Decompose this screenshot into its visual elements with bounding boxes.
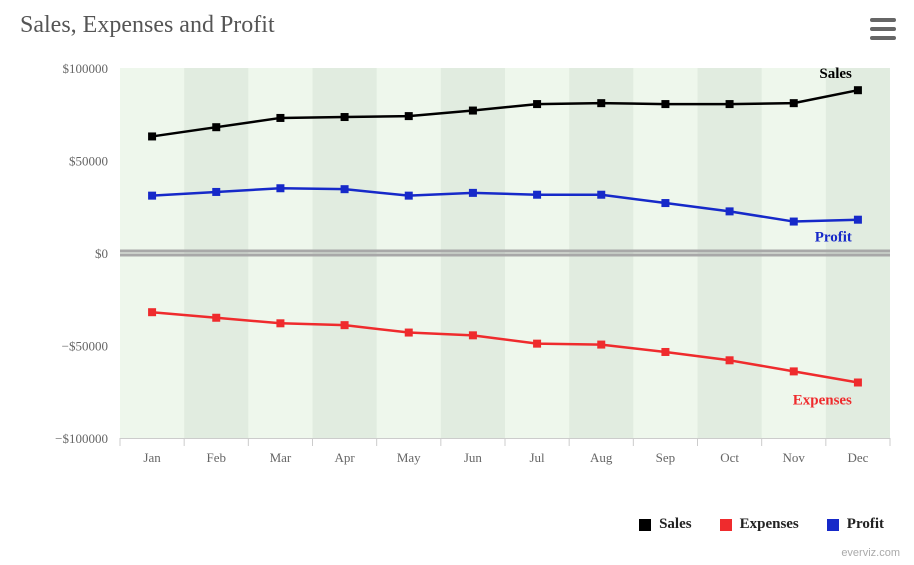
x-tick-label: Dec (847, 450, 868, 465)
data-point[interactable] (212, 188, 220, 196)
x-tick-label: Sep (656, 450, 676, 465)
data-point[interactable] (597, 191, 605, 199)
legend-item-sales[interactable]: Sales (639, 516, 692, 533)
data-point[interactable] (726, 356, 734, 364)
credit-link[interactable]: everviz.com (841, 547, 900, 559)
data-point[interactable] (212, 314, 220, 322)
data-point[interactable] (341, 185, 349, 193)
legend-swatch (639, 519, 651, 531)
data-point[interactable] (469, 189, 477, 197)
series-inline-label: Profit (815, 230, 852, 246)
data-point[interactable] (726, 207, 734, 215)
legend-label: Expenses (740, 516, 799, 533)
data-point[interactable] (854, 216, 862, 224)
data-point[interactable] (276, 114, 284, 122)
series-inline-label: Sales (819, 66, 852, 82)
x-tick-label: Feb (207, 450, 227, 465)
x-tick-label: Oct (720, 450, 739, 465)
data-point[interactable] (469, 107, 477, 115)
x-tick-label: Apr (334, 450, 355, 465)
legend-swatch (827, 519, 839, 531)
data-point[interactable] (790, 367, 798, 375)
x-tick-label: Aug (590, 450, 613, 465)
data-point[interactable] (148, 308, 156, 316)
x-tick-label: Jan (143, 450, 161, 465)
line-chart: −$100000 −$50000 $0 $50000 $100000 Jan Feb Mar… (0, 0, 914, 565)
data-point[interactable] (661, 199, 669, 207)
x-tick-label: Nov (783, 450, 806, 465)
x-tick-label: Jun (464, 450, 483, 465)
data-point[interactable] (790, 218, 798, 226)
series-inline-label: Expenses (793, 393, 852, 409)
x-tick-label: Jul (529, 450, 545, 465)
data-point[interactable] (661, 348, 669, 356)
legend: Sales Expenses Profit (639, 516, 884, 533)
data-point[interactable] (854, 86, 862, 94)
legend-item-profit[interactable]: Profit (827, 516, 884, 533)
data-point[interactable] (469, 331, 477, 339)
data-point[interactable] (405, 192, 413, 200)
data-point[interactable] (341, 321, 349, 329)
data-point[interactable] (341, 113, 349, 121)
data-point[interactable] (854, 379, 862, 387)
legend-label: Profit (847, 516, 884, 533)
data-point[interactable] (405, 329, 413, 337)
data-point[interactable] (661, 100, 669, 108)
data-point[interactable] (533, 191, 541, 199)
data-point[interactable] (533, 340, 541, 348)
legend-swatch (720, 519, 732, 531)
data-point[interactable] (148, 132, 156, 140)
y-tick-label: −$100000 (55, 431, 108, 446)
data-point[interactable] (726, 100, 734, 108)
x-tick-label: May (397, 450, 421, 465)
data-point[interactable] (405, 112, 413, 120)
y-tick-label: −$50000 (62, 339, 108, 354)
data-point[interactable] (276, 319, 284, 327)
data-point[interactable] (597, 99, 605, 107)
legend-item-expenses[interactable]: Expenses (720, 516, 799, 533)
data-point[interactable] (597, 341, 605, 349)
y-tick-label: $0 (95, 246, 108, 261)
data-point[interactable] (148, 192, 156, 200)
x-tick-label: Mar (270, 450, 292, 465)
legend-label: Sales (659, 516, 692, 533)
data-point[interactable] (276, 184, 284, 192)
data-point[interactable] (790, 99, 798, 107)
data-point[interactable] (533, 100, 541, 108)
y-tick-label: $50000 (69, 154, 108, 169)
data-point[interactable] (212, 123, 220, 131)
y-tick-label: $100000 (63, 61, 109, 76)
